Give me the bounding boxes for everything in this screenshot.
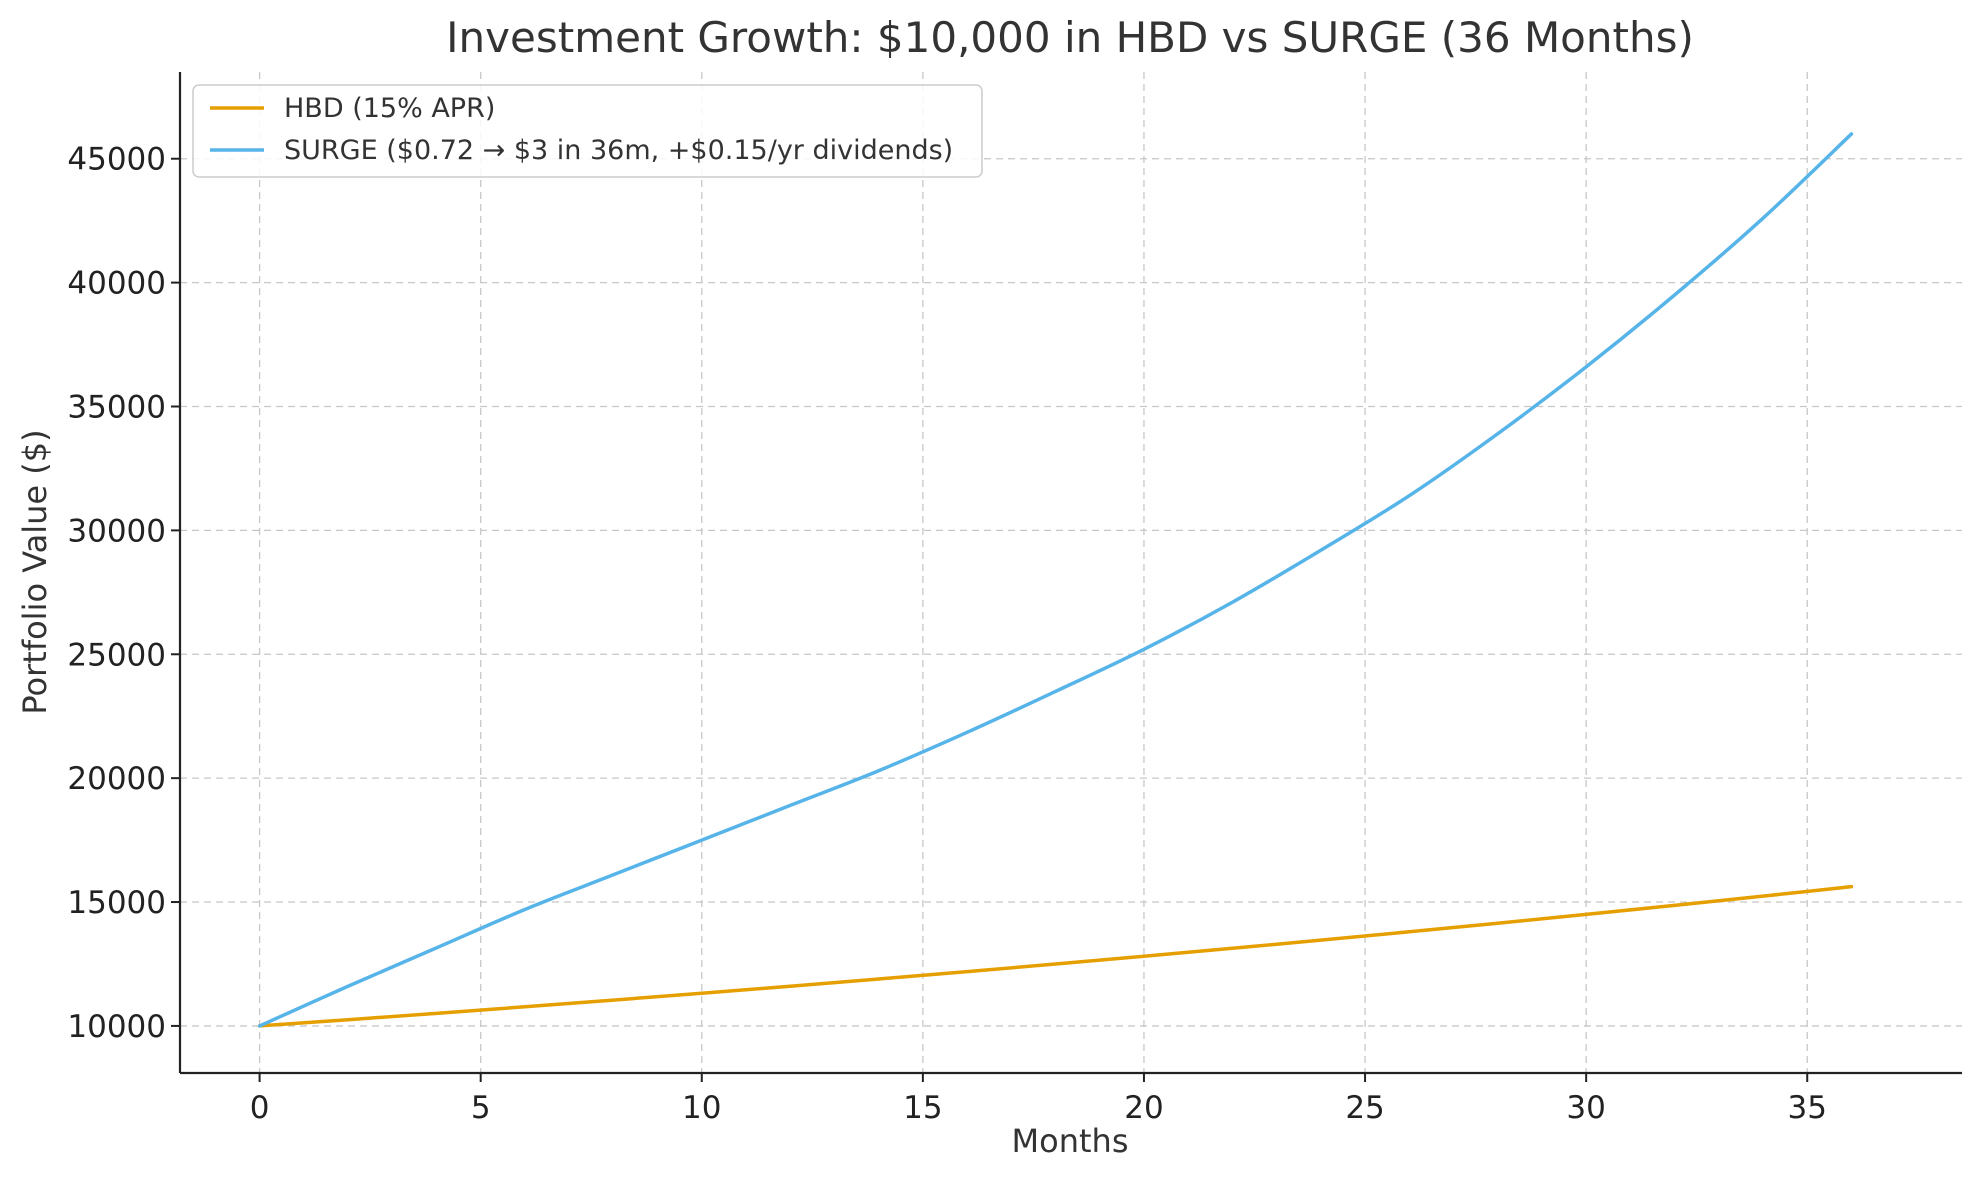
x-tick-label: 0 <box>250 1090 270 1126</box>
legend-label-hbd: HBD (15% APR) <box>284 93 495 124</box>
grid <box>180 72 1962 1073</box>
x-tick-label: 15 <box>903 1090 942 1126</box>
x-tick-label: 25 <box>1345 1090 1384 1126</box>
x-tick-label: 35 <box>1788 1090 1827 1126</box>
y-tick-label: 35000 <box>67 389 166 425</box>
y-tick-label: 10000 <box>67 1009 166 1045</box>
plot-lines <box>257 132 1854 1028</box>
y-tick-label: 25000 <box>67 637 166 673</box>
y-tick-label: 40000 <box>67 266 166 302</box>
y-tick-label: 20000 <box>67 761 166 797</box>
legend-label-surge: SURGE ($0.72 → $3 in 36m, +$0.15/yr divi… <box>284 135 953 166</box>
chart-title: Investment Growth: $10,000 in HBD vs SUR… <box>446 13 1694 62</box>
legend: HBD (15% APR) SURGE ($0.72 → $3 in 36m, … <box>192 84 983 178</box>
y-tick-label: 15000 <box>67 885 166 921</box>
y-tick-label: 45000 <box>67 142 166 178</box>
y-tick-label: 30000 <box>67 513 166 549</box>
x-axis-label: Months <box>1012 1122 1129 1160</box>
series-line-hbd <box>257 884 1854 1028</box>
axis-ticks: 0 5 10 15 20 25 30 35 10000 15000 20000 25000 30000 3… <box>67 142 1827 1126</box>
legend-box <box>192 84 983 178</box>
series-line-surge <box>257 132 1854 1028</box>
x-tick-label: 10 <box>682 1090 721 1126</box>
y-axis-label: Portfolio Value ($) <box>16 429 54 714</box>
x-tick-label: 30 <box>1566 1090 1605 1126</box>
x-tick-label: 5 <box>471 1090 491 1126</box>
x-tick-label: 20 <box>1124 1090 1163 1126</box>
